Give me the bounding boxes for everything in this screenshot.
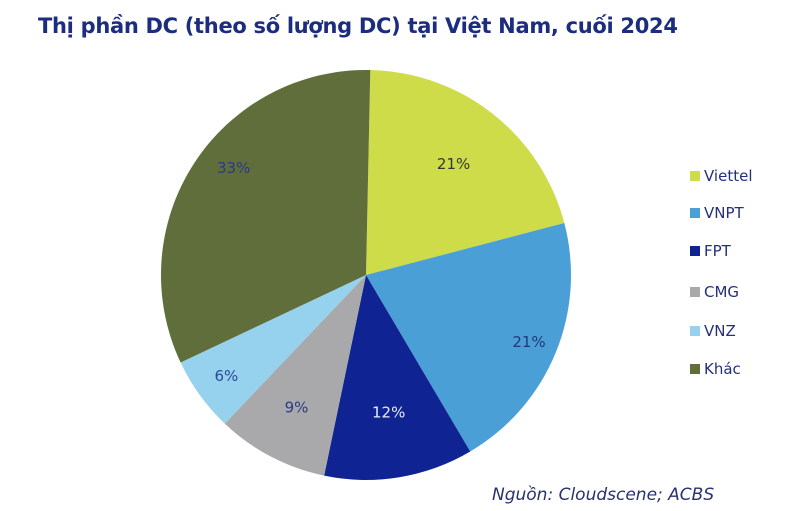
legend-swatch-vnz <box>690 326 700 336</box>
source-note: Nguồn: Cloudscene; ACBS <box>492 485 715 505</box>
legend-item-viettel: Viettel <box>690 167 753 185</box>
pie-slices <box>161 69 572 481</box>
pie-label-cmg: 9% <box>285 399 309 417</box>
pie-label-vnz: 6% <box>215 367 239 385</box>
pie-slice-fpt <box>324 275 471 481</box>
legend-label-vnz: VNZ <box>704 322 736 340</box>
chart-title: Thị phần DC (theo số lượng DC) tại Việt … <box>38 14 678 38</box>
legend-item-vnpt: VNPT <box>690 204 744 222</box>
legend-swatch-fpt <box>690 246 700 256</box>
legend-swatch-vnpt <box>690 208 700 218</box>
pie-slice-kh-c <box>161 69 371 363</box>
pie-slice-vnpt <box>366 223 572 452</box>
legend-label-viettel: Viettel <box>704 167 753 185</box>
pie-slice-viettel <box>366 70 565 275</box>
legend-item-vnz: VNZ <box>690 322 736 340</box>
pie-label-vnpt: 21% <box>512 333 545 351</box>
pie-label-fpt: 12% <box>372 404 405 422</box>
legend-label-fpt: FPT <box>704 242 731 260</box>
legend-item-fpt: FPT <box>690 242 731 260</box>
legend-swatch-khac <box>690 364 700 374</box>
pie-label-viettel: 21% <box>437 155 470 173</box>
legend-item-khac: Khác <box>690 360 741 378</box>
legend-swatch-viettel <box>690 171 700 181</box>
pie-slice-vnz <box>180 275 366 424</box>
pie-slice-labels: 21% 21% 12% 9% 6% 33% <box>215 155 546 422</box>
legend-label-khac: Khác <box>704 360 741 378</box>
legend-label-cmg: CMG <box>704 283 740 301</box>
legend-swatch-cmg <box>690 287 700 297</box>
pie-slice-cmg <box>224 275 366 476</box>
legend-label-vnpt: VNPT <box>704 204 744 222</box>
pie-label-kh-c: 33% <box>217 159 250 177</box>
legend-item-cmg: CMG <box>690 283 739 301</box>
